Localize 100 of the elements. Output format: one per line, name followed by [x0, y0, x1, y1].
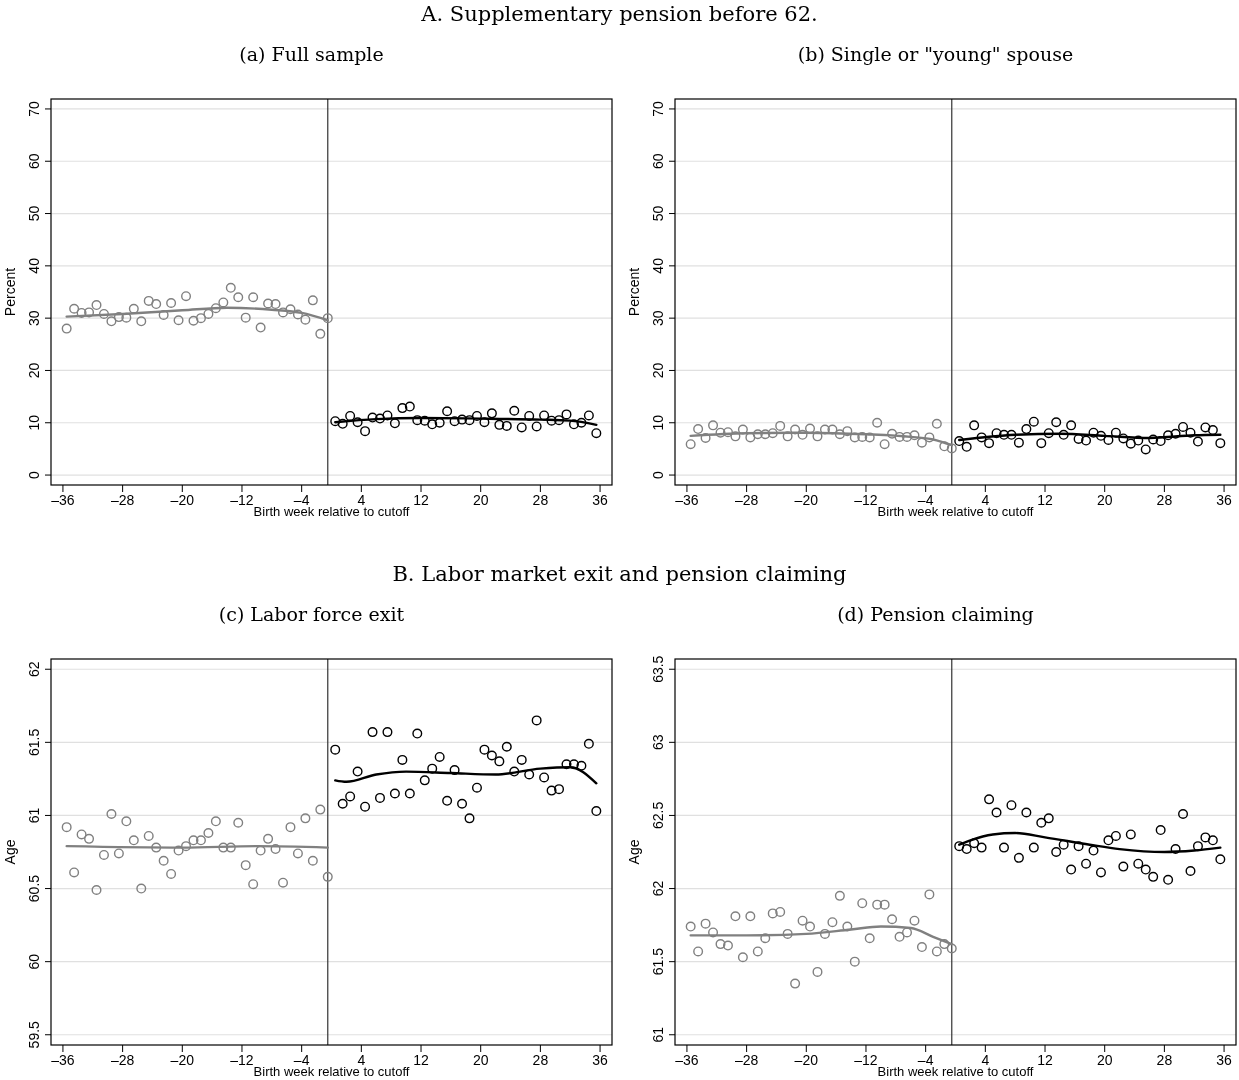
- point: [1215, 438, 1226, 449]
- x-tick-label: 28: [1156, 1052, 1173, 1068]
- x-tick-label: –20: [170, 492, 195, 508]
- point: [240, 860, 251, 871]
- point: [501, 741, 512, 752]
- point: [1185, 866, 1196, 877]
- point: [255, 322, 266, 333]
- point: [434, 751, 445, 762]
- y-tick-label: 63: [650, 734, 666, 751]
- point: [752, 429, 763, 440]
- point: [1103, 435, 1114, 446]
- point: [887, 428, 898, 439]
- point: [879, 899, 890, 910]
- point: [946, 443, 957, 454]
- point: [449, 416, 460, 427]
- point: [568, 419, 579, 430]
- point: [1043, 813, 1054, 824]
- point: [464, 415, 475, 426]
- point: [954, 436, 965, 447]
- x-tick-label: –20: [794, 1052, 819, 1068]
- point: [991, 428, 1002, 439]
- point: [151, 299, 162, 310]
- point: [531, 715, 542, 726]
- y-tick-label: 70: [650, 100, 666, 117]
- x-tick-label: 36: [592, 1052, 609, 1068]
- point: [924, 889, 935, 900]
- x-tick-label: –36: [675, 1052, 699, 1068]
- point: [872, 417, 883, 428]
- point: [827, 424, 838, 435]
- point: [136, 883, 147, 894]
- x-tick-label: –12: [854, 492, 878, 508]
- point: [479, 744, 490, 755]
- point: [834, 890, 845, 901]
- point: [136, 316, 147, 327]
- point: [1058, 429, 1069, 440]
- point: [524, 769, 535, 780]
- point: [181, 841, 192, 852]
- point: [1058, 839, 1069, 850]
- y-tick-label: 62: [650, 880, 666, 897]
- point: [509, 766, 520, 777]
- point: [864, 933, 875, 944]
- point: [939, 441, 950, 452]
- point: [1066, 420, 1077, 431]
- point: [471, 782, 482, 793]
- point: [583, 410, 594, 421]
- point: [166, 297, 177, 308]
- point: [427, 419, 438, 430]
- point: [576, 760, 587, 771]
- point: [419, 415, 430, 426]
- point: [1073, 841, 1084, 852]
- point: [501, 420, 512, 431]
- point: [1200, 422, 1211, 433]
- point: [1110, 830, 1121, 841]
- point: [389, 788, 400, 799]
- x-tick-label: 12: [1037, 492, 1054, 508]
- point: [248, 292, 259, 303]
- point: [76, 829, 87, 840]
- point: [113, 312, 124, 323]
- x-tick-label: –12: [230, 492, 254, 508]
- point: [457, 414, 468, 425]
- y-tick-label: 62: [26, 661, 42, 678]
- y-tick-label: 10: [650, 414, 666, 431]
- y-tick-label: 61: [650, 1026, 666, 1043]
- point: [782, 431, 793, 442]
- point: [307, 295, 318, 306]
- point: [693, 424, 704, 435]
- point: [494, 756, 505, 767]
- x-tick-label: –20: [794, 492, 819, 508]
- point: [464, 813, 475, 824]
- point: [181, 291, 192, 302]
- y-tick-label: 40: [650, 257, 666, 274]
- point: [872, 899, 883, 910]
- point: [345, 410, 356, 421]
- point: [1133, 435, 1144, 446]
- x-tick-label: 36: [1216, 492, 1233, 508]
- point: [225, 282, 236, 293]
- point: [894, 931, 905, 942]
- point: [210, 816, 221, 827]
- point: [1036, 817, 1047, 828]
- point: [1103, 835, 1114, 846]
- point: [916, 437, 927, 448]
- point: [345, 791, 356, 802]
- point: [576, 417, 587, 428]
- point: [539, 772, 550, 783]
- point: [931, 418, 942, 429]
- point: [1013, 437, 1024, 448]
- point: [106, 808, 117, 819]
- point: [300, 314, 311, 325]
- chart-subtitle: (a) Full sample: [239, 43, 384, 65]
- point: [924, 432, 935, 443]
- y-tick-label: 60: [26, 153, 42, 170]
- point: [546, 415, 557, 426]
- point: [722, 940, 733, 951]
- point: [285, 822, 296, 833]
- point: [91, 885, 102, 896]
- y-axis-title: Age: [2, 839, 18, 865]
- point: [1192, 841, 1203, 852]
- point: [1133, 858, 1144, 869]
- y-tick-label: 30: [26, 310, 42, 326]
- point: [752, 946, 763, 957]
